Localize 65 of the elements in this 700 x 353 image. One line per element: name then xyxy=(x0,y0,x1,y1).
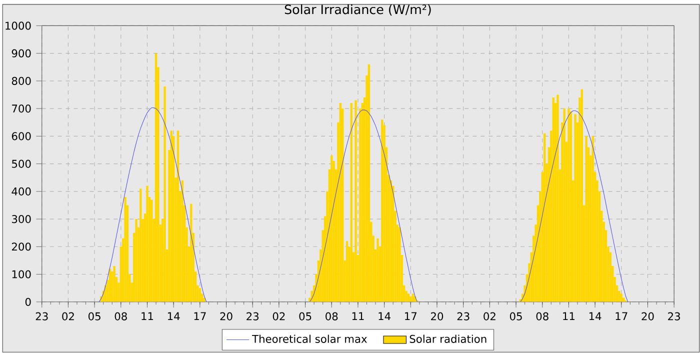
x-tick-label: 11 xyxy=(563,312,574,320)
y-tick-label: 800 xyxy=(12,77,31,86)
x-tick-label: 20 xyxy=(431,312,444,320)
bar xyxy=(574,114,576,302)
x-tick-label: 02 xyxy=(272,312,285,320)
bar xyxy=(113,266,116,302)
chart-title: Solar Irradiance (W/m²) xyxy=(284,4,431,16)
bar xyxy=(354,100,357,302)
y-tick-label: 900 xyxy=(12,49,31,58)
bar xyxy=(135,219,138,302)
bar xyxy=(556,94,559,302)
y-tick-label: 1000 xyxy=(6,22,31,30)
bar xyxy=(350,103,352,302)
x-tick-label: 23 xyxy=(36,312,48,320)
bar xyxy=(376,238,379,302)
x-tick-label: 14 xyxy=(168,312,180,320)
bar xyxy=(170,130,172,302)
y-tick-label: 700 xyxy=(12,104,31,113)
bar xyxy=(570,111,572,302)
y-tick-label: 100 xyxy=(12,270,31,278)
x-tick-label: 02 xyxy=(62,312,74,320)
bar xyxy=(381,120,384,302)
bar xyxy=(580,89,583,302)
x-tick-label: 17 xyxy=(194,312,206,320)
x-tick-label: 23 xyxy=(246,312,259,320)
x-tick-label: 11 xyxy=(352,312,364,320)
bar xyxy=(592,136,594,302)
y-tick-label: 300 xyxy=(12,215,31,224)
y-tick-label: 200 xyxy=(12,242,31,251)
x-tick-label: 14 xyxy=(589,312,602,320)
x-tick-label: 20 xyxy=(642,312,654,320)
x-tick-label: 17 xyxy=(405,312,417,320)
x-tick-label: 14 xyxy=(378,312,390,320)
x-tick-label: 08 xyxy=(326,312,338,320)
bar xyxy=(398,227,401,302)
y-tick-label: 500 xyxy=(12,160,31,168)
bar xyxy=(154,53,158,302)
bar xyxy=(568,108,570,302)
legend-label: Theoretical solar max xyxy=(252,334,367,344)
y-tick-label: 600 xyxy=(12,132,31,140)
bar xyxy=(563,108,566,302)
bar xyxy=(410,296,412,302)
x-tick-label: 08 xyxy=(114,312,127,320)
x-tick-label: 02 xyxy=(484,312,496,320)
bar xyxy=(146,186,148,302)
x-tick-label: 20 xyxy=(220,312,232,320)
x-tick-label: 08 xyxy=(536,312,548,320)
bar xyxy=(346,241,348,302)
x-tick-label: 23 xyxy=(457,312,470,320)
bar xyxy=(164,86,166,302)
bar xyxy=(368,64,370,302)
bar xyxy=(552,98,554,302)
bar xyxy=(339,103,342,302)
x-tick-label: 05 xyxy=(88,312,100,320)
x-tick-label: 05 xyxy=(299,312,312,320)
y-tick-label: 0 xyxy=(25,298,31,306)
x-tick-label: 17 xyxy=(616,312,628,320)
bar xyxy=(585,136,588,302)
x-tick-label: 11 xyxy=(142,312,154,320)
x-tick-label: 23 xyxy=(668,312,680,320)
y-tick-label: 400 xyxy=(12,188,31,196)
legend-label: Solar radiation xyxy=(410,334,486,344)
bar xyxy=(140,188,142,302)
x-tick-label: 05 xyxy=(510,312,522,320)
bar xyxy=(124,197,126,302)
